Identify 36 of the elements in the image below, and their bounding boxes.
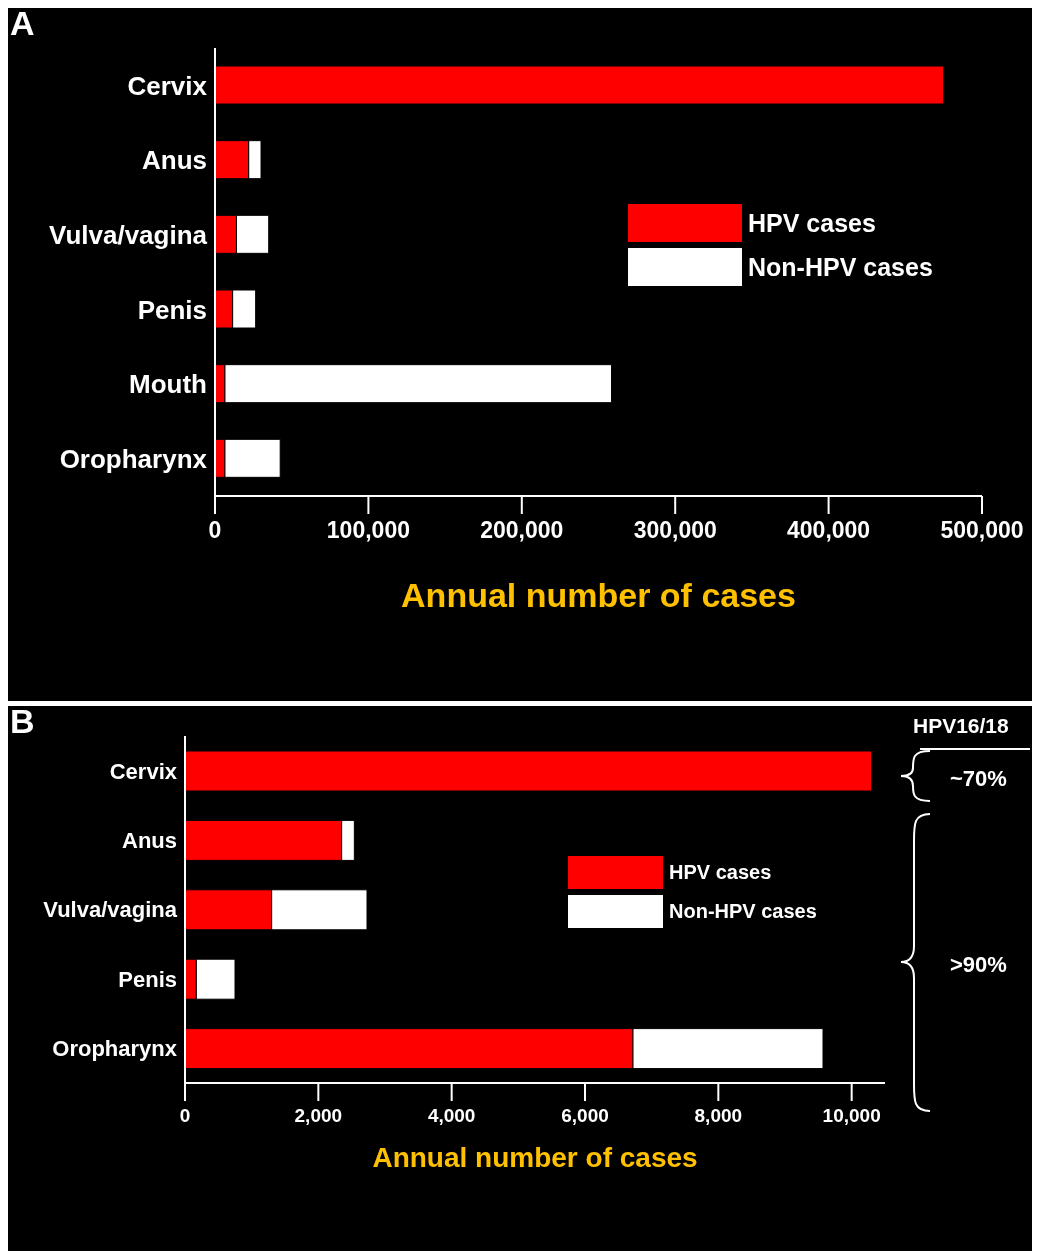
x-tick-label: 400,000 [787,517,871,544]
x-tick-label: 500,000 [940,517,1024,544]
legend-label: HPV cases [669,861,772,884]
x-tick-label: 0 [179,1105,191,1127]
y-tick-label: Oropharynx [59,443,208,474]
text: >90% [950,952,1007,978]
chart-title: B [10,702,35,741]
y-tick-label: Anus [122,827,177,853]
chart-title: A [10,4,35,43]
y-tick-label: Mouth [129,369,207,400]
y-tick-label: Vulva/vagina [43,897,178,923]
legend-label: HPV cases [748,208,876,238]
x-tick-label: 10,000 [822,1105,881,1127]
y-tick-label: Cervix [127,70,208,101]
x-tick-label: 0 [208,517,222,544]
x-tick-label: 300,000 [633,517,717,544]
y-tick-label: Penis [118,966,177,992]
y-tick-label: Anus [142,145,207,176]
x-tick-label: 2,000 [294,1105,343,1127]
text: HPV16/18 [913,714,1009,738]
bar [215,65,945,105]
legend-label: Non-HPV cases [669,900,817,923]
y-tick-label: Oropharynx [52,1036,178,1062]
y-tick-label: Vulva/vagina [49,219,208,250]
y-tick-label: Cervix [109,758,178,784]
x-axis-title: Annual number of cases [372,1142,698,1173]
x-tick-label: 100,000 [326,517,410,544]
text: ~70% [950,766,1007,792]
y-tick-label: Penis [137,294,207,325]
x-axis-title: Annual number of cases [401,576,796,614]
x-tick-label: 6,000 [561,1105,609,1127]
x-tick-label: 8,000 [694,1105,743,1127]
x-tick-label: 4,000 [427,1105,476,1127]
x-tick-label: 200,000 [480,517,564,544]
legend-label: Non-HPV cases [748,252,933,282]
bar [185,750,873,792]
